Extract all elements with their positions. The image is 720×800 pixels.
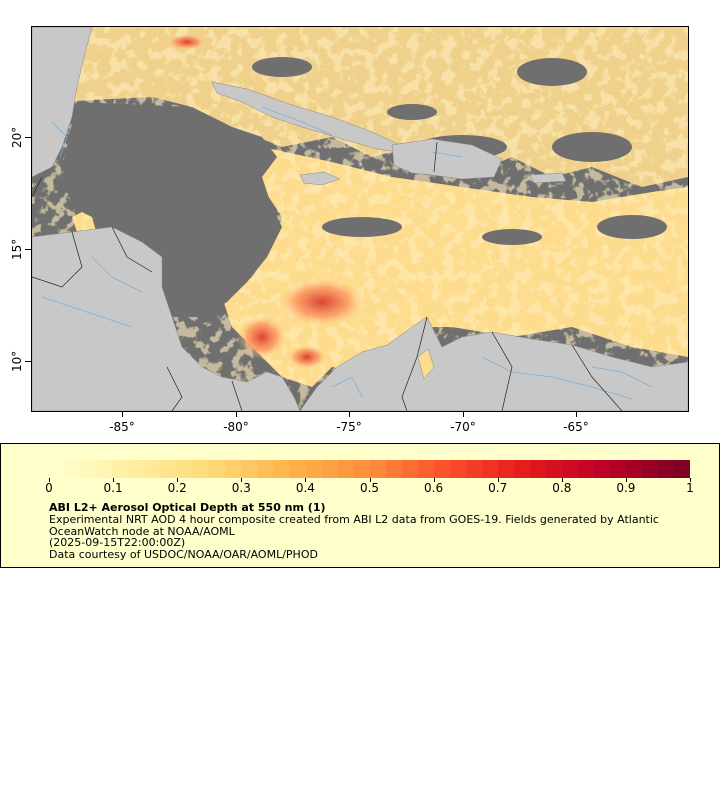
colorbar-swatch bbox=[578, 460, 595, 478]
colorbar-tick-mark bbox=[690, 478, 691, 482]
colorbar-swatch bbox=[433, 460, 450, 478]
colorbar-tick-mark bbox=[177, 478, 179, 482]
legend-title: ABI L2+ Aerosol Optical Depth at 550 nm … bbox=[49, 501, 326, 514]
colorbar-tick-mark bbox=[625, 478, 627, 482]
colorbar-swatch bbox=[145, 460, 162, 478]
colorbar-swatch bbox=[497, 460, 514, 478]
x-tick-label: -65° bbox=[563, 420, 589, 434]
colorbar-swatch bbox=[257, 460, 274, 478]
legend-panel: ABI L2+ Aerosol Optical Depth at 550 nm … bbox=[0, 443, 720, 568]
y-tick-mark bbox=[25, 137, 31, 138]
x-tick-mark bbox=[236, 412, 237, 417]
colorbar-swatch bbox=[465, 460, 482, 478]
colorbar-swatch bbox=[353, 460, 370, 478]
colorbar-tick-mark bbox=[305, 478, 307, 482]
colorbar-swatch bbox=[49, 460, 66, 478]
colorbar-swatch bbox=[401, 460, 418, 478]
rivers bbox=[41, 106, 653, 400]
colorbar-swatch bbox=[97, 460, 114, 478]
colorbar-tick-label: 0.7 bbox=[488, 481, 508, 495]
map-graphic bbox=[32, 27, 688, 411]
aod-map[interactable] bbox=[31, 26, 689, 412]
colorbar-swatch bbox=[65, 460, 82, 478]
borders bbox=[32, 141, 623, 411]
colorbar bbox=[49, 460, 691, 478]
colorbar-tick-label: 0 bbox=[45, 481, 53, 495]
y-tick-label: 15° bbox=[10, 238, 24, 260]
colorbar-swatch bbox=[321, 460, 338, 478]
colorbar-swatch bbox=[369, 460, 386, 478]
colorbar-tick-label: 0.9 bbox=[616, 481, 636, 495]
colorbar-swatch bbox=[562, 460, 579, 478]
colorbar-tick-label: 0.1 bbox=[103, 481, 123, 495]
colorbar-swatch bbox=[289, 460, 306, 478]
colorbar-swatch bbox=[385, 460, 402, 478]
colorbar-tick-label: 0.4 bbox=[295, 481, 315, 495]
colorbar-tick-label: 0.3 bbox=[231, 481, 251, 495]
x-tick-mark bbox=[463, 412, 464, 417]
land bbox=[32, 27, 688, 411]
legend-date: (2025-09-15T22:00:00Z) bbox=[49, 536, 186, 549]
colorbar-tick-label: 0.6 bbox=[424, 481, 444, 495]
colorbar-tick-label: 1 bbox=[686, 481, 694, 495]
colorbar-swatch bbox=[674, 460, 691, 478]
x-tick-mark bbox=[576, 412, 577, 417]
y-tick-mark bbox=[25, 361, 31, 362]
colorbar-tick-label: 0.2 bbox=[167, 481, 187, 495]
colorbar-swatch bbox=[193, 460, 210, 478]
colorbar-tick-mark bbox=[433, 478, 435, 482]
x-tick-label: -75° bbox=[336, 420, 362, 434]
colorbar-tick-mark bbox=[49, 478, 50, 482]
colorbar-tick-mark bbox=[369, 478, 371, 482]
legend-credit: Data courtesy of USDOC/NOAA/OAR/AOML/PHO… bbox=[49, 548, 318, 561]
x-tick-mark bbox=[122, 412, 123, 417]
colorbar-tick-mark bbox=[561, 478, 563, 482]
colorbar-swatch bbox=[626, 460, 643, 478]
colorbar-swatch bbox=[241, 460, 258, 478]
colorbar-swatch bbox=[177, 460, 194, 478]
legend-description: Experimental NRT AOD 4 hour composite cr… bbox=[49, 513, 659, 538]
colorbar-swatch bbox=[161, 460, 178, 478]
y-tick-mark bbox=[25, 249, 31, 250]
colorbar-swatch bbox=[113, 460, 130, 478]
colorbar-swatch bbox=[417, 460, 434, 478]
colorbar-tick-label: 0.8 bbox=[552, 481, 572, 495]
y-tick-label: 20° bbox=[10, 126, 24, 148]
colorbar-swatch bbox=[481, 460, 498, 478]
colorbar-tick-mark bbox=[113, 478, 115, 482]
colorbar-swatch bbox=[81, 460, 98, 478]
colorbar-swatch bbox=[610, 460, 627, 478]
colorbar-swatch bbox=[594, 460, 611, 478]
colorbar-swatch bbox=[642, 460, 659, 478]
colorbar-swatch bbox=[305, 460, 322, 478]
colorbar-tick-mark bbox=[241, 478, 243, 482]
y-tick-label: 10° bbox=[10, 350, 24, 372]
x-tick-mark bbox=[349, 412, 350, 417]
colorbar-swatch bbox=[337, 460, 354, 478]
colorbar-tick-label: 0.5 bbox=[359, 481, 380, 495]
colorbar-swatch bbox=[545, 460, 562, 478]
colorbar-swatch bbox=[529, 460, 546, 478]
colorbar-swatch bbox=[658, 460, 675, 478]
x-tick-label: -80° bbox=[223, 420, 249, 434]
colorbar-swatch bbox=[129, 460, 146, 478]
colorbar-swatch bbox=[209, 460, 226, 478]
x-tick-label: -70° bbox=[450, 420, 476, 434]
colorbar-tick-mark bbox=[497, 478, 499, 482]
colorbar-swatch bbox=[273, 460, 290, 478]
colorbar-swatch bbox=[513, 460, 530, 478]
x-tick-label: -85° bbox=[109, 420, 135, 434]
colorbar-swatch bbox=[449, 460, 466, 478]
colorbar-swatch bbox=[225, 460, 242, 478]
